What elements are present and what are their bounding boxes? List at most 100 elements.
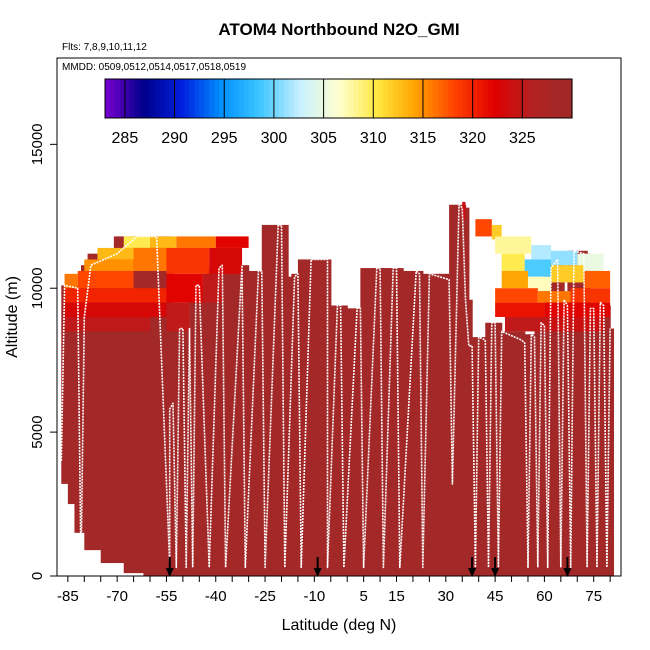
colorbar-segment — [263, 79, 270, 118]
curtain-column — [150, 236, 154, 576]
curtain-column — [429, 273, 434, 576]
curtain-column — [248, 270, 253, 576]
curtain-column — [196, 285, 200, 576]
curtain-column — [117, 236, 122, 564]
x-tick-label: -25 — [254, 588, 276, 605]
colorbar-segment — [288, 79, 295, 118]
curtain-column — [219, 265, 223, 576]
colorbar-segment — [149, 79, 156, 118]
curtain-cell — [209, 247, 243, 274]
curtain-column — [590, 308, 595, 576]
curtain-column — [409, 270, 414, 576]
curtain-column — [225, 265, 230, 576]
colorbar-segment — [398, 79, 404, 118]
curtain-column — [324, 259, 329, 576]
x-tick-label: 60 — [536, 588, 553, 605]
curtain-column — [347, 308, 352, 576]
curtain-cell — [84, 259, 134, 271]
colorbar-frame — [104, 78, 573, 119]
curtain-column — [110, 253, 115, 564]
curtain-cell — [77, 270, 134, 289]
y-tick-label: 15000 — [29, 123, 46, 165]
colorbar-segment — [134, 79, 141, 118]
curtain-column — [71, 285, 76, 505]
curtain-column — [541, 322, 546, 576]
colorbar-segment — [562, 79, 568, 118]
x-tick-label: 30 — [437, 588, 454, 605]
curtain-column — [251, 270, 256, 576]
curtain-column — [284, 224, 289, 576]
flight-marker-arrow — [563, 557, 572, 577]
colorbar-segment — [353, 79, 359, 118]
colorbar-segment — [378, 79, 384, 118]
curtain-column — [136, 236, 141, 574]
curtain-column — [478, 337, 483, 576]
curtain-column — [107, 253, 112, 564]
colorbar-segment — [492, 79, 499, 118]
flight-markers — [165, 557, 572, 577]
colorbar-segment — [244, 79, 250, 118]
colorbar-segment — [388, 79, 394, 118]
colorbar-segment — [323, 79, 330, 118]
colorbar-segment — [109, 79, 116, 118]
curtain-column — [130, 236, 135, 574]
colorbar-segment — [447, 79, 454, 118]
colorbar-segment — [298, 79, 305, 118]
plot-area — [60, 201, 615, 577]
curtain-cell — [550, 250, 578, 266]
curtain-column — [288, 276, 292, 576]
curtain-column — [357, 308, 361, 576]
curtain-column — [518, 331, 523, 576]
colorbar-segment — [234, 79, 240, 118]
curtain-column — [570, 250, 575, 577]
x-tick-label: -55 — [156, 588, 178, 605]
curtain-column — [399, 268, 404, 576]
curtain-cell — [64, 273, 78, 289]
curtain-cell — [495, 302, 545, 317]
curtain-column — [363, 268, 368, 576]
curtain-cell — [64, 288, 167, 303]
colorbar-segment — [522, 79, 528, 118]
colorbar-segment — [224, 79, 230, 118]
colorbar-segment — [487, 79, 494, 118]
curtain-cell — [501, 253, 525, 271]
curtain-column — [255, 270, 260, 576]
colorbar-segment — [283, 79, 290, 118]
flight-marker-head — [165, 568, 174, 577]
curtain-cell — [491, 224, 502, 240]
curtain-column — [334, 305, 338, 576]
curtain-column — [501, 331, 506, 576]
y-tick-label: 0 — [29, 572, 46, 580]
curtain-column — [67, 285, 72, 505]
curtain-column — [577, 250, 582, 577]
curtain-column — [205, 268, 210, 576]
curtain-column — [311, 259, 315, 576]
colorbar-segment — [542, 79, 548, 118]
colorbar-segment — [199, 79, 205, 118]
colorbar-segment — [497, 79, 504, 118]
colorbar-segment — [482, 79, 489, 118]
colorbar-segment — [318, 79, 325, 118]
curtain-column — [314, 259, 319, 576]
y-axis-label: Altitude (m) — [4, 276, 21, 358]
curtain-column — [127, 236, 131, 574]
curtain-column — [146, 236, 151, 576]
curtain-column — [531, 334, 536, 576]
curtain-column — [376, 268, 381, 576]
colorbar-tick-label: 305 — [310, 130, 337, 147]
curtain-column — [481, 337, 486, 576]
colorbar-segment — [527, 79, 533, 118]
x-axis-label: Latitude (deg N) — [282, 617, 397, 634]
curtain-column — [123, 236, 128, 574]
colorbar-segment — [413, 79, 419, 118]
curtain-column — [521, 331, 526, 576]
colorbar-segment — [239, 79, 245, 118]
curtain-column — [113, 236, 118, 564]
curtain-cell — [150, 236, 177, 248]
curtain-cell — [475, 219, 492, 237]
colorbar-segment — [308, 79, 315, 118]
colorbar-segment — [268, 79, 275, 118]
y-tick-label: 10000 — [29, 267, 46, 309]
curtain-column — [179, 328, 184, 576]
colorbar-tick-label: 325 — [509, 130, 536, 147]
